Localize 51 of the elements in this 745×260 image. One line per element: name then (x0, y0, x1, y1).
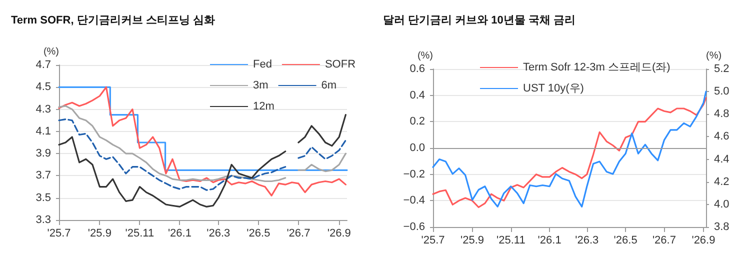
y2-tick-label: 4.8 (714, 108, 730, 120)
y-tick-label: 3.7 (36, 170, 51, 182)
y-tick-label: 0.6 (410, 63, 425, 75)
y-tick-label: 3.3 (36, 214, 51, 226)
legend-label: UST 10y(우) (523, 82, 584, 94)
y-tick-label: 4.3 (36, 103, 51, 116)
x-tick-label: '25.9 (460, 234, 484, 246)
y2-tick-label: 5.0 (714, 86, 730, 98)
chart-title: Term SOFR, 단기금리커브 스티프닝 심화 (11, 14, 215, 26)
y-tick-label: −0.2 (403, 168, 425, 180)
y2-tick-label: 4.6 (714, 130, 730, 143)
x-tick-label: '25.11 (496, 234, 526, 246)
legend-label: 12m (253, 100, 274, 112)
y-axis-title: (%) (43, 46, 59, 58)
y2-tick-label: 4.0 (714, 198, 730, 210)
legend-label: 6m (321, 80, 337, 92)
x-tick-label: '26.9 (327, 228, 351, 240)
x-tick-label: '26.3 (206, 228, 230, 240)
y-axis-title: (%) (417, 50, 433, 62)
y-tick-label: 3.9 (36, 148, 51, 160)
y-tick-label: 4.1 (36, 125, 51, 138)
x-tick-label: '26.3 (575, 234, 599, 246)
x-tick-label: '26.1 (168, 228, 192, 240)
y2-tick-label: 4.2 (714, 176, 730, 188)
y-tick-label: −0.6 (403, 221, 425, 233)
y-tick-label: 0.2 (410, 116, 425, 128)
x-tick-label: '25.7 (421, 234, 445, 246)
legend-label: Fed (253, 58, 272, 70)
y2-axis-title: (%) (706, 50, 722, 62)
y-tick-label: 4.7 (36, 59, 51, 71)
x-tick-label: '26.9 (692, 234, 716, 246)
x-tick-label: '26.7 (652, 234, 676, 246)
y-tick-label: 3.5 (36, 192, 51, 204)
y-tick-label: 0.4 (410, 89, 425, 102)
y2-tick-label: 3.8 (714, 221, 730, 233)
x-tick-label: '26.5 (614, 234, 638, 246)
y-tick-label: 4.5 (36, 81, 51, 94)
y2-tick-label: 5.2 (714, 63, 730, 75)
x-tick-label: '26.5 (246, 228, 270, 240)
legend-label: SOFR (324, 58, 356, 70)
y-tick-label: 0.0 (410, 142, 425, 154)
x-tick-label: '26.1 (538, 234, 562, 246)
x-tick-label: '25.9 (88, 228, 112, 240)
x-tick-label: '25.7 (47, 228, 71, 240)
chart-title: 달러 단기금리 커브와 10년물 국채 금리 (383, 14, 576, 26)
legend-label: Term Sofr 12-3m 스프레드(좌) (523, 62, 670, 74)
x-tick-label: '25.11 (125, 228, 154, 240)
x-tick-label: '26.7 (286, 228, 310, 240)
y-tick-label: −0.4 (403, 194, 425, 207)
legend-label: 3m (253, 80, 268, 92)
y2-tick-label: 4.4 (714, 153, 730, 166)
